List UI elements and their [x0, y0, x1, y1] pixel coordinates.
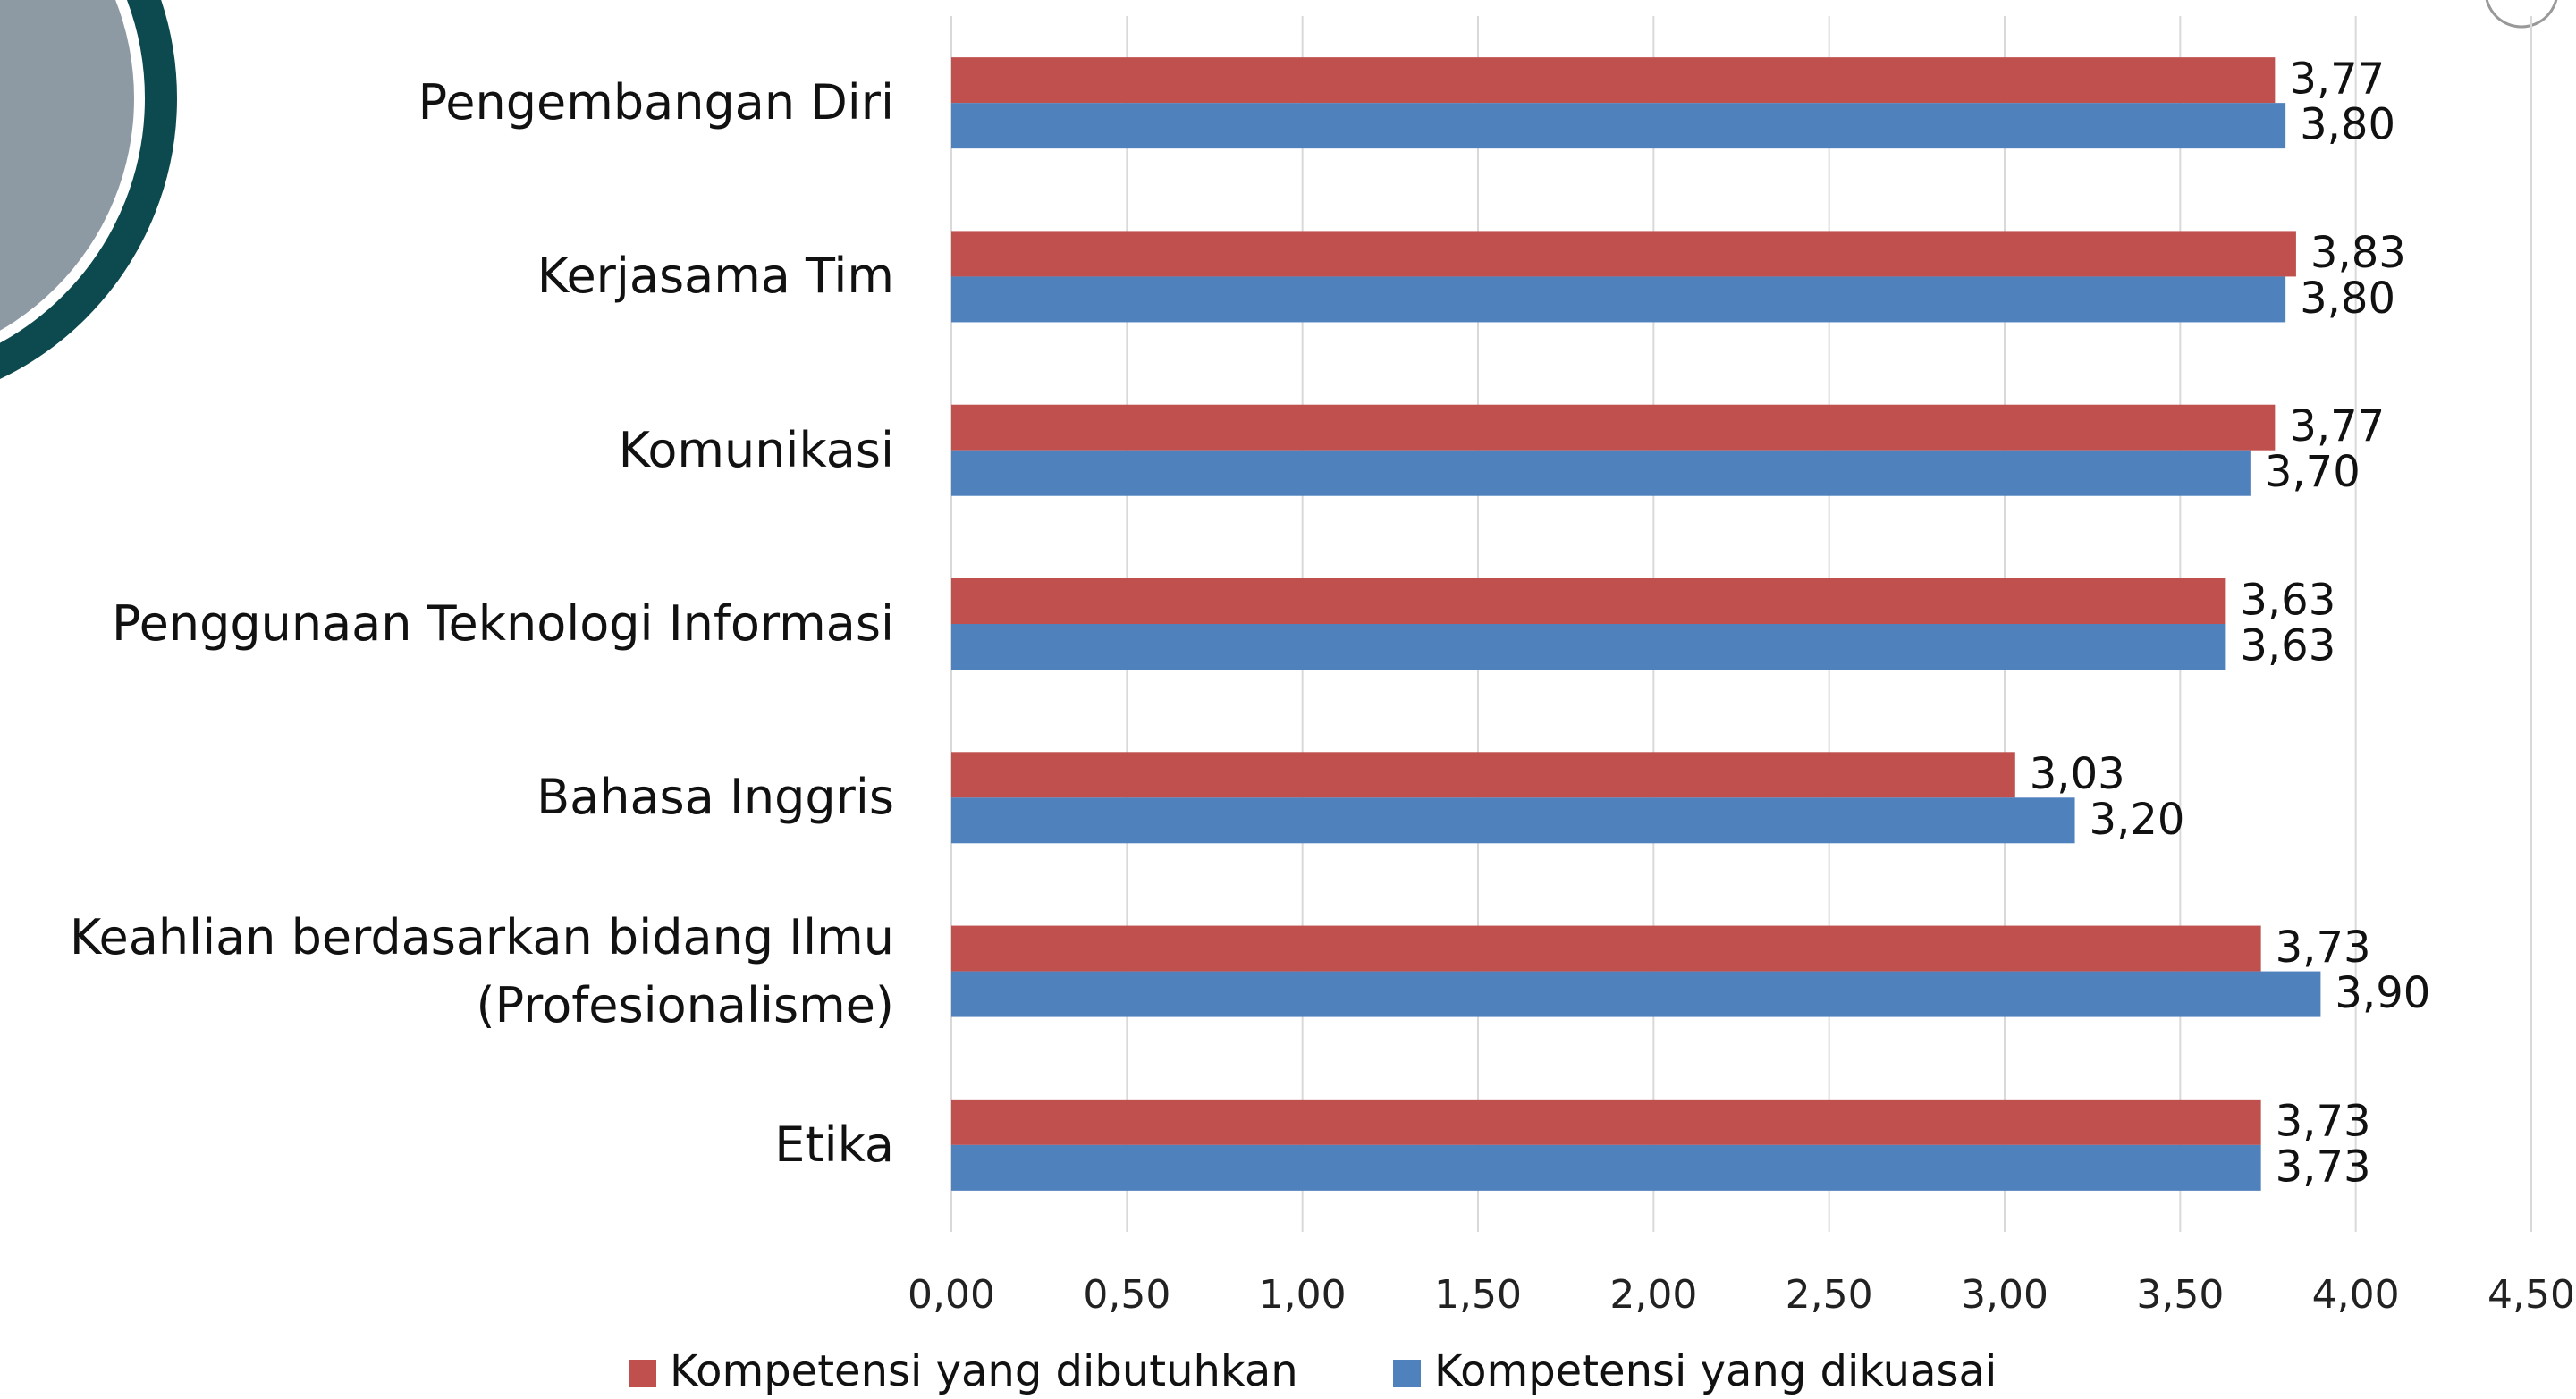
x-tick-label: 3,50 [2136, 1272, 2224, 1318]
x-tick-label: 2,00 [1609, 1272, 1697, 1318]
bar [951, 231, 2296, 276]
value-label: 3,73 [2276, 1142, 2371, 1192]
x-tick-label: 4,00 [2312, 1272, 2400, 1318]
bar [951, 578, 2225, 624]
value-label: 3,03 [2030, 749, 2125, 799]
bar [951, 103, 2285, 148]
category-label: Keahlian berdasarkan bidang Ilmu (Profes… [0, 904, 894, 1040]
chart: 0,00 0,50 1,00 1,50 2,00 2,50 3,00 3,50 4,00 4,50… [0, 0, 2576, 1399]
bar [951, 926, 2261, 972]
x-tick-label: 0,00 [908, 1272, 995, 1318]
page: {"chart_data": { "type": "hbar", "catego… [0, 0, 2576, 1399]
value-label: 3,80 [2300, 100, 2395, 150]
x-tick-label: 2,50 [1786, 1272, 1873, 1318]
value-label: 3,63 [2240, 621, 2335, 671]
logo [2486, 0, 2557, 27]
category-label: Etika [0, 1111, 894, 1179]
legend-label: Kompetensi yang dikuasai [1434, 1346, 1997, 1396]
bar [951, 1145, 2261, 1191]
value-label: 3,73 [2276, 1096, 2371, 1146]
bar [951, 57, 2275, 103]
bar [951, 624, 2225, 670]
value-label: 3,63 [2240, 576, 2335, 626]
x-tick-label: 3,00 [1961, 1272, 2048, 1318]
x-tick-label: 0,50 [1083, 1272, 1170, 1318]
bar [951, 972, 2320, 1017]
value-label: 3,77 [2289, 55, 2385, 105]
bar [951, 752, 2015, 797]
legend-swatch [629, 1360, 656, 1387]
x-tick-label: 1,00 [1259, 1272, 1347, 1318]
category-label: Penggunaan Teknologi Informasi [0, 590, 894, 658]
value-label: 3,77 [2289, 401, 2385, 451]
bar [951, 276, 2285, 322]
category-label: Kerjasama Tim [0, 242, 894, 310]
bar [951, 405, 2275, 451]
legend-swatch [1393, 1360, 1421, 1387]
legend-label: Kompetensi yang dibutuhkan [670, 1346, 1298, 1396]
value-label: 3,70 [2265, 447, 2361, 497]
category-label: Komunikasi [0, 417, 894, 485]
value-label: 3,83 [2310, 228, 2406, 278]
category-label: Pengembangan Diri [0, 69, 894, 137]
bar [951, 1100, 2261, 1145]
value-label: 3,73 [2276, 923, 2371, 973]
value-label: 3,90 [2335, 968, 2430, 1018]
x-tick-label: 1,50 [1434, 1272, 1522, 1318]
bar [951, 451, 2251, 496]
value-label: 3,80 [2300, 274, 2395, 324]
x-tick-label: 4,50 [2487, 1272, 2575, 1318]
category-label: Bahasa Inggris [0, 763, 894, 831]
bar [951, 797, 2075, 843]
value-label: 3,20 [2090, 795, 2185, 845]
